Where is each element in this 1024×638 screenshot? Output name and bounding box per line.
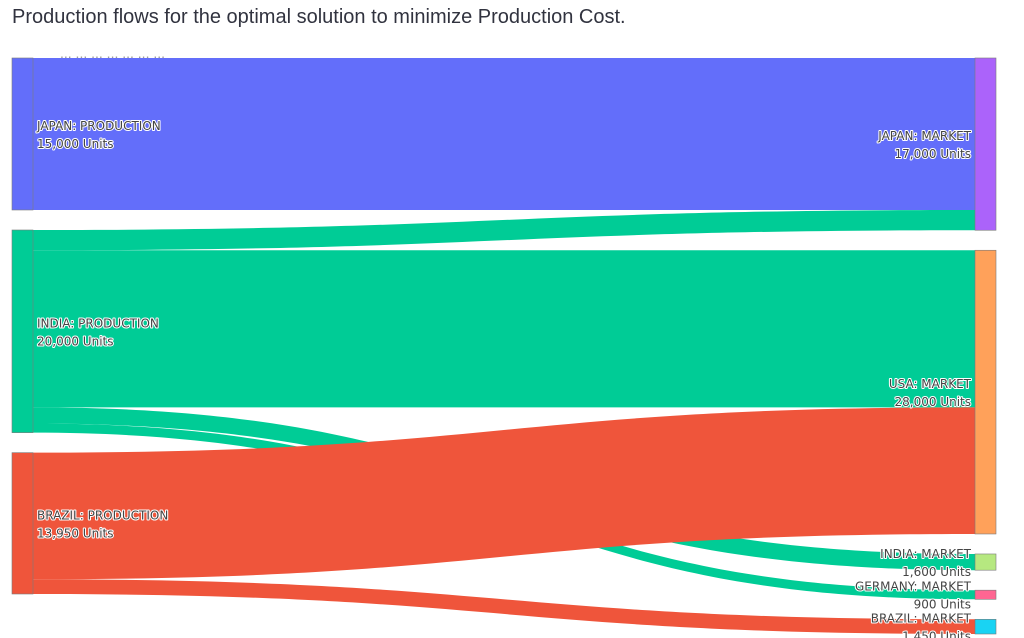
node-label-india_prod: INDIA: PRODUCTION xyxy=(37,316,159,330)
node-label-germany_mkt: GERMANY: MARKET xyxy=(855,580,972,594)
node-value-japan_prod: 15,000 Units xyxy=(37,137,113,151)
node-label-brazil_prod: BRAZIL: PRODUCTION xyxy=(37,508,168,522)
node-value-india_prod: 20,000 Units xyxy=(37,334,113,348)
node-value-usa_mkt: 28,000 Units xyxy=(895,395,971,409)
sankey-nodes xyxy=(11,57,997,635)
node-brazil_prod[interactable] xyxy=(11,452,34,595)
sankey-links xyxy=(33,58,975,634)
obscured-subtitle: ... ... ... ... ... ... ... xyxy=(60,48,166,60)
link-brazil_prod-to-usa_mkt[interactable] xyxy=(33,407,975,580)
node-label-japan_mkt: JAPAN: MARKET xyxy=(877,129,971,143)
link-japan_prod-to-japan_mkt[interactable] xyxy=(33,58,975,210)
node-germany_mkt[interactable] xyxy=(974,589,997,600)
node-brazil_mkt[interactable] xyxy=(974,619,997,635)
chart-caption: Production flows for the optimal solutio… xyxy=(12,6,626,28)
node-label-brazil_mkt: BRAZIL: MARKET xyxy=(871,612,972,626)
node-label-japan_prod: JAPAN: PRODUCTION xyxy=(36,119,161,133)
node-value-brazil_prod: 13,950 Units xyxy=(37,526,113,540)
node-label-india_mkt: INDIA: MARKET xyxy=(880,547,972,561)
node-value-brazil_mkt: 1,450 Units xyxy=(902,630,971,638)
link-brazil_prod-to-brazil_mkt[interactable] xyxy=(33,579,975,634)
node-value-japan_mkt: 17,000 Units xyxy=(895,147,971,161)
node-japan_mkt[interactable] xyxy=(974,57,997,231)
link-india_prod-to-usa_mkt[interactable] xyxy=(33,250,975,408)
sankey-labels: JAPAN: PRODUCTION 15,000 Units INDIA: PROD… xyxy=(35,118,973,638)
node-india_prod[interactable] xyxy=(11,229,34,433)
node-japan_prod[interactable] xyxy=(11,57,34,211)
node-label-usa_mkt: USA: MARKET xyxy=(889,377,972,391)
node-value-germany_mkt: 900 Units xyxy=(914,598,971,612)
node-value-india_mkt: 1,600 Units xyxy=(902,565,971,579)
node-usa_mkt[interactable] xyxy=(974,249,997,535)
node-india_mkt[interactable] xyxy=(974,553,997,571)
link-india_prod-to-japan_mkt[interactable] xyxy=(33,209,975,251)
